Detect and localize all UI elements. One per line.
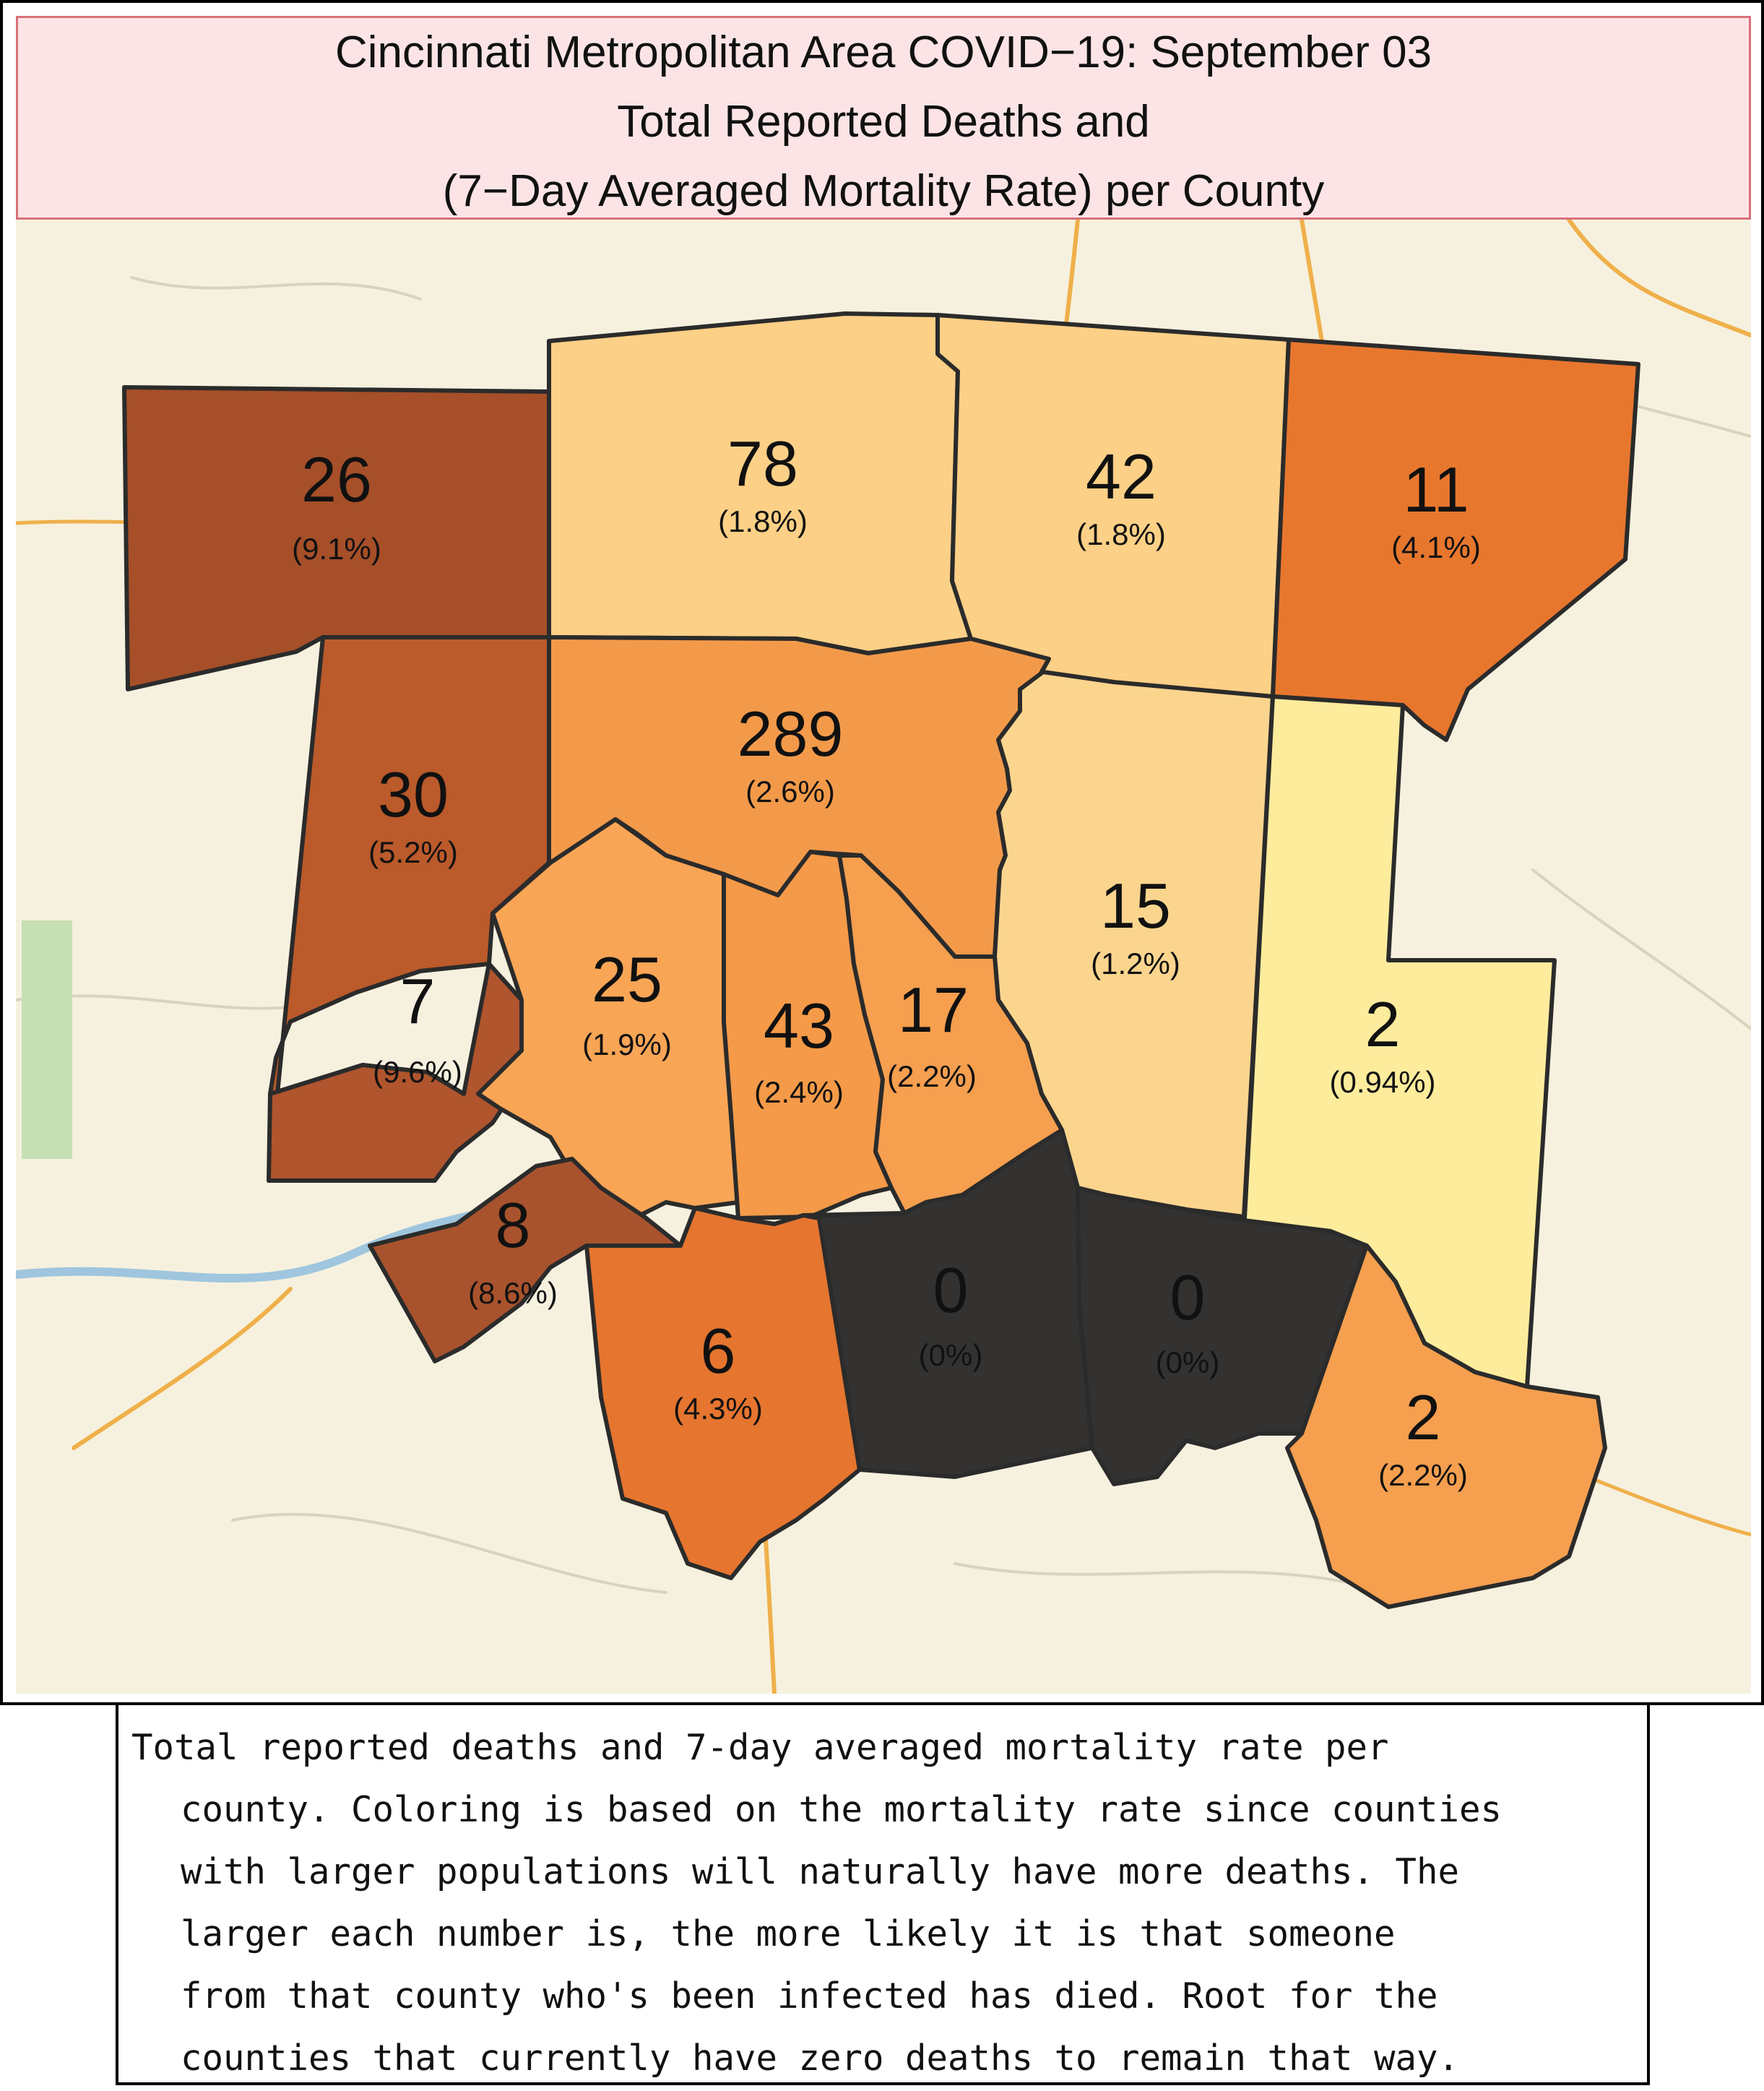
deaths-label-hamilton: 289 xyxy=(738,698,844,769)
deaths-label-north-center: 78 xyxy=(727,428,798,499)
rate-label-gallatin: (8.6%) xyxy=(468,1276,558,1310)
figure-frame: Cincinnati Metropolitan Area COVID−19: S… xyxy=(0,0,1764,1705)
deaths-label-grant: 6 xyxy=(701,1315,736,1387)
caption-line-5: from that county who's been infected has… xyxy=(181,1975,1438,2017)
title-box: Cincinnati Metropolitan Area COVID−19: S… xyxy=(16,16,1751,220)
caption-line-4: larger each number is, the more likely i… xyxy=(181,1913,1396,1954)
rate-label-grant: (4.3%) xyxy=(673,1392,763,1426)
deaths-label-far-ne: 11 xyxy=(1403,454,1469,525)
rate-label-west: (5.2%) xyxy=(368,835,458,869)
caption-line-2: county. Coloring is based on the mortali… xyxy=(181,1789,1503,1830)
caption-box: Total reported deaths and 7-day averaged… xyxy=(116,1702,1650,2085)
county-map: 26 (9.1%) 78 (1.8%) 42 (1.8%) 11 (4.1%) … xyxy=(16,220,1751,1694)
county-boone[interactable] xyxy=(476,817,740,1219)
rate-label-hamilton: (2.6%) xyxy=(745,775,835,809)
deaths-label-boone: 25 xyxy=(592,944,662,1015)
caption-line-6: counties that currently have zero deaths… xyxy=(181,2038,1460,2079)
deaths-label-gallatin: 8 xyxy=(496,1189,531,1261)
county-grant[interactable] xyxy=(584,1206,862,1580)
rate-label-far-east: (0.94%) xyxy=(1329,1065,1435,1099)
rate-label-se: (2.2%) xyxy=(1378,1458,1468,1492)
rate-label-bracken: (0%) xyxy=(1156,1345,1220,1379)
county-bracken[interactable] xyxy=(1076,1186,1369,1486)
deaths-label-nw: 26 xyxy=(301,444,372,515)
county-labels: 26 (9.1%) 78 (1.8%) 42 (1.8%) 11 (4.1%) … xyxy=(292,428,1481,1492)
rate-label-kenton: (2.4%) xyxy=(754,1075,844,1109)
rate-label-north-east: (1.8%) xyxy=(1076,517,1166,551)
caption-line-1: Total reported deaths and 7-day averaged… xyxy=(131,1727,1389,1768)
deaths-label-se: 2 xyxy=(1406,1381,1441,1453)
deaths-label-north-east: 42 xyxy=(1086,441,1156,512)
title-line-3: (7−Day Averaged Mortality Rate) per Coun… xyxy=(442,166,1325,216)
deaths-label-sw-small: 7 xyxy=(400,965,436,1037)
county-se[interactable] xyxy=(1285,1243,1607,1609)
deaths-label-pendleton: 0 xyxy=(933,1254,969,1326)
title-line-1: Cincinnati Metropolitan Area COVID−19: S… xyxy=(334,27,1432,77)
counties xyxy=(122,311,1640,1609)
deaths-label-east-center: 15 xyxy=(1100,870,1171,941)
caption-line-3: with larger populations will naturally h… xyxy=(181,1851,1460,1892)
rate-label-east-center: (1.2%) xyxy=(1091,947,1180,980)
deaths-label-kenton: 43 xyxy=(764,990,834,1061)
rate-label-north-center: (1.8%) xyxy=(718,504,808,538)
title-line-2: Total Reported Deaths and xyxy=(617,97,1150,147)
rate-label-nw: (9.1%) xyxy=(292,532,381,566)
deaths-label-west: 30 xyxy=(378,759,449,830)
deaths-label-bracken: 0 xyxy=(1170,1262,1206,1333)
rate-label-sw-small: (9.6%) xyxy=(373,1055,462,1089)
rate-label-pendleton: (0%) xyxy=(919,1338,983,1372)
rate-label-campbell: (2.2%) xyxy=(887,1059,977,1093)
rate-label-boone: (1.9%) xyxy=(582,1027,672,1061)
deaths-label-far-east: 2 xyxy=(1365,988,1401,1060)
park-area xyxy=(22,921,72,1159)
rate-label-far-ne: (4.1%) xyxy=(1391,530,1481,564)
deaths-label-campbell: 17 xyxy=(898,974,969,1046)
